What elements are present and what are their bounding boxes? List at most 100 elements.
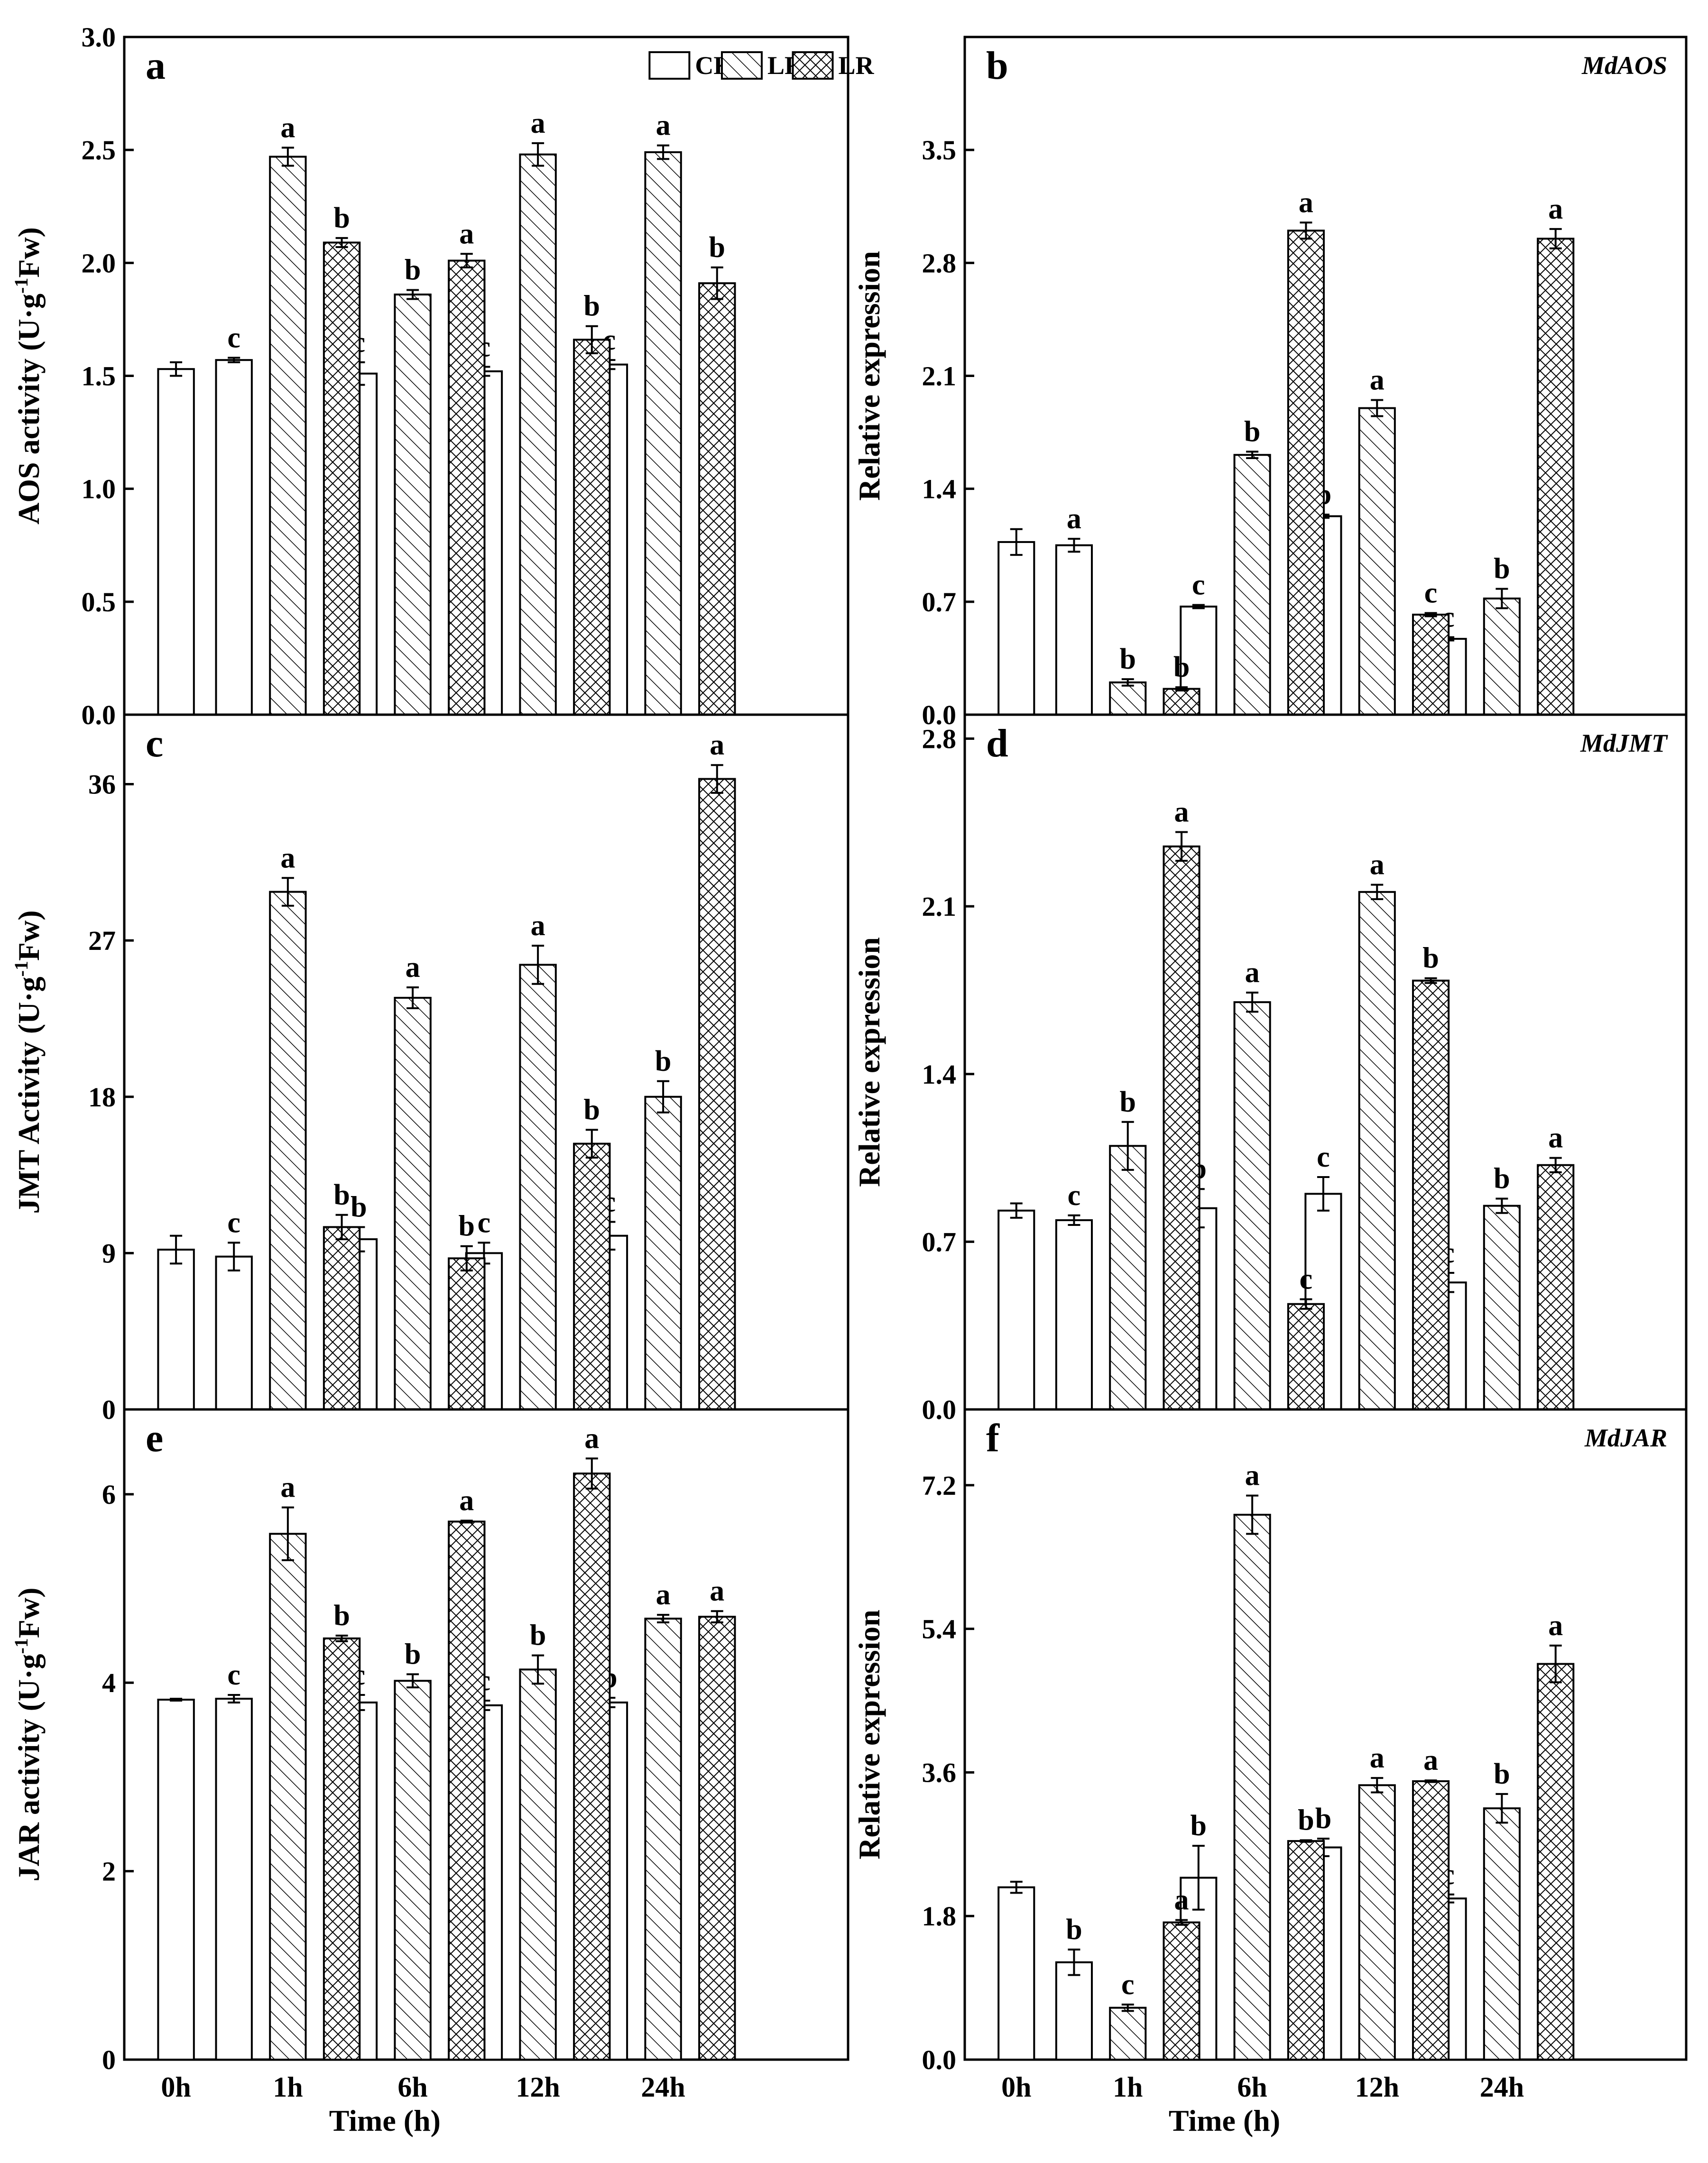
y-tick-label: 1.4 xyxy=(922,1059,957,1090)
bar-ck xyxy=(215,1255,253,1410)
y-tick-label: 7.2 xyxy=(922,1470,957,1501)
x-tick-label: 0h xyxy=(161,2071,191,2103)
x-tick-label: 24h xyxy=(1480,2071,1524,2103)
x-axis-label: Time (h) xyxy=(1169,2104,1280,2137)
significance-label: b xyxy=(1494,1758,1510,1790)
significance-label: a xyxy=(1370,1742,1385,1774)
bar-lr xyxy=(1163,688,1200,716)
bar-lr xyxy=(573,1473,611,2061)
bar-lr xyxy=(1163,1921,1200,2061)
bar-lf xyxy=(1233,454,1271,716)
y-tick-label: 3.5 xyxy=(922,135,957,166)
x-tick-label: 1h xyxy=(273,2071,303,2103)
panel-letter: c xyxy=(146,721,163,765)
bar-lr xyxy=(573,339,611,716)
y-axis-label: AOS activity (U·g-1Fw) xyxy=(10,227,46,525)
bar-lr xyxy=(448,1257,486,1411)
significance-label: a xyxy=(531,107,545,139)
legend-label-lr: LR xyxy=(839,51,875,80)
bar-lr xyxy=(323,241,361,716)
significance-label: b xyxy=(1494,553,1510,585)
significance-label: b xyxy=(1244,415,1260,448)
significance-label: a xyxy=(584,1422,599,1454)
bar-lf xyxy=(644,151,682,716)
panel-letter: b xyxy=(986,44,1008,88)
bar-ck xyxy=(215,359,253,716)
bar-ck xyxy=(997,1886,1035,2061)
bar-lf xyxy=(1233,1001,1271,1410)
y-tick-label: 0.0 xyxy=(922,2044,957,2075)
bar-lr xyxy=(1537,238,1575,716)
significance-label: b xyxy=(1422,942,1439,975)
y-tick-label: 36 xyxy=(88,769,116,800)
panel-a: 0.0 0.5 1.0 1.5 2.0 2.5 3.0 a AOS activity (U·g-… xyxy=(10,22,875,730)
significance-label: a xyxy=(1174,796,1189,828)
bar-lf xyxy=(1483,1205,1521,1411)
y-tick-label: 18 xyxy=(88,1082,116,1113)
significance-label: a xyxy=(1548,1122,1563,1154)
panel-title: MdJMT xyxy=(1580,729,1668,757)
significance-label: b xyxy=(1120,1086,1136,1118)
y-tick-label: 0.7 xyxy=(922,587,957,617)
bar-lf xyxy=(1109,1145,1147,1410)
y-tick-label: 6 xyxy=(102,1479,116,1510)
panel-letter: f xyxy=(986,1416,1000,1460)
y-tick-label: 1.4 xyxy=(922,474,957,505)
bar-lf xyxy=(1358,1784,1396,2061)
significance-label: c xyxy=(1068,1179,1081,1212)
significance-label: a xyxy=(656,110,671,142)
significance-label: a xyxy=(459,1484,474,1517)
y-tick-label: 0.5 xyxy=(82,587,116,617)
bar-lf xyxy=(519,153,557,716)
significance-label: b xyxy=(405,1638,421,1670)
significance-label: b xyxy=(405,254,421,286)
bar-ck xyxy=(997,1209,1035,1410)
legend-swatch-ck xyxy=(648,51,691,80)
bar-lf xyxy=(1109,2007,1147,2061)
y-tick-label: 2.8 xyxy=(922,248,957,278)
y-axis-label: JMT Activity (U·g-1Fw) xyxy=(10,910,46,1214)
significance-label: c xyxy=(1300,1263,1313,1296)
bar-lr xyxy=(1287,1303,1325,1410)
bar-lf xyxy=(269,891,307,1410)
bar-lr xyxy=(1412,979,1450,1411)
legend-swatch-lf xyxy=(720,51,763,80)
y-axis-label: Relative expression xyxy=(852,937,886,1187)
x-tick-label: 1h xyxy=(1113,2071,1143,2103)
significance-label: b xyxy=(584,290,600,322)
y-tick-label: 1.5 xyxy=(82,361,116,392)
bar-lf xyxy=(644,1618,682,2061)
significance-label: a xyxy=(1370,364,1385,396)
bar-lr xyxy=(698,282,736,716)
bar-lf xyxy=(1483,598,1521,716)
bar-lr xyxy=(1287,1840,1325,2061)
panel-title: MdJAR xyxy=(1584,1424,1667,1452)
bar-lf xyxy=(1233,1514,1271,2061)
significance-label: a xyxy=(1245,1460,1260,1492)
significance-label: c xyxy=(227,322,240,354)
significance-label: a xyxy=(406,951,420,984)
y-tick-label: 0 xyxy=(102,1394,116,1425)
x-tick-label: 12h xyxy=(516,2071,560,2103)
significance-label: b xyxy=(584,1094,600,1126)
panel-letter: a xyxy=(146,44,166,88)
significance-label: b xyxy=(1494,1162,1510,1195)
bar-lf xyxy=(394,996,432,1411)
bar-lr xyxy=(1412,1780,1450,2061)
y-tick-label: 0 xyxy=(102,2044,116,2075)
bar-lf xyxy=(1358,407,1396,716)
significance-label: a xyxy=(1299,186,1313,219)
y-axis-label: Relative expression xyxy=(852,1610,886,1859)
x-tick-label: 6h xyxy=(1237,2071,1267,2103)
bar-lf xyxy=(644,1095,682,1410)
significance-label: a xyxy=(1174,1884,1189,1916)
y-tick-label: 27 xyxy=(88,925,116,956)
bar-lf xyxy=(394,294,432,716)
significance-label: b xyxy=(351,1191,367,1223)
x-tick-label: 12h xyxy=(1355,2071,1399,2103)
significance-label: b xyxy=(655,1045,671,1077)
significance-label: b xyxy=(530,1620,546,1652)
bar-lr xyxy=(1537,1164,1575,1410)
